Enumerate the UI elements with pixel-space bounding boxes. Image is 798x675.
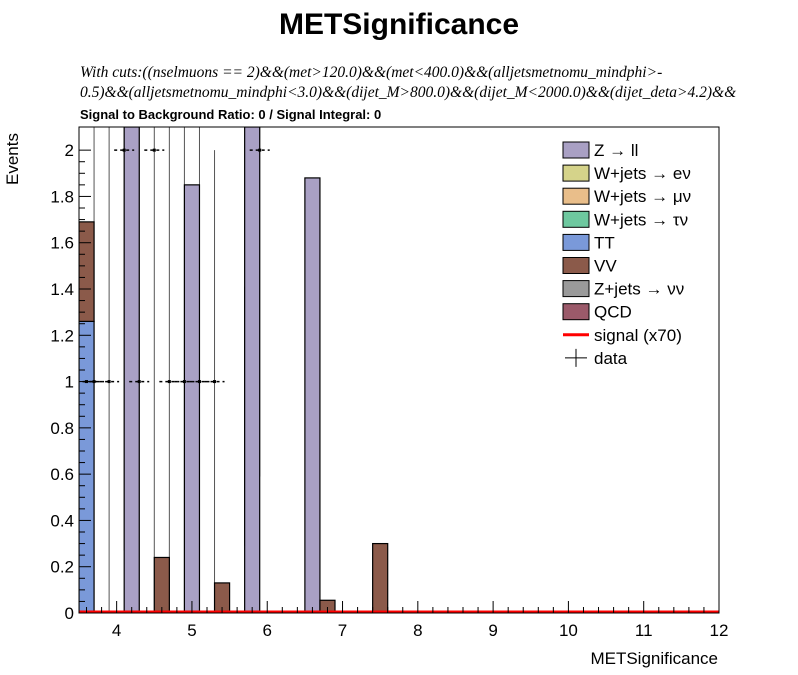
legend-label: W+jets → τν bbox=[594, 210, 688, 229]
legend-swatch bbox=[562, 141, 590, 159]
y-tick-label: 1.6 bbox=[50, 234, 74, 253]
x-axis-label: METSignificance bbox=[590, 649, 718, 668]
data-point-marker bbox=[258, 148, 262, 152]
legend-label: W+jets → μν bbox=[594, 187, 691, 206]
y-tick-label: 1.8 bbox=[50, 187, 74, 206]
y-tick-label: 0.6 bbox=[50, 465, 74, 484]
chart-title: METSignificance bbox=[278, 8, 520, 41]
legend-swatch bbox=[562, 303, 590, 321]
histogram-bar bbox=[183, 184, 201, 613]
legend-swatch bbox=[562, 164, 590, 182]
x-tick-label: 6 bbox=[263, 621, 272, 640]
x-tick-label: 5 bbox=[187, 621, 196, 640]
histogram-bar bbox=[244, 127, 261, 613]
y-tick-label: 1.4 bbox=[50, 280, 74, 299]
signal-background-ratio: Signal to Background Ratio: 0 / Signal I… bbox=[80, 107, 382, 122]
data-point-marker bbox=[122, 148, 126, 152]
legend-swatch bbox=[562, 257, 590, 274]
cuts-text-line-2: 0.5)&&(alljetsmetnomu_mindphi<3.0)&&(dij… bbox=[80, 84, 737, 101]
y-tick-label: 2 bbox=[65, 141, 74, 160]
data-point-marker bbox=[137, 380, 141, 384]
x-tick-label: 11 bbox=[635, 621, 653, 640]
data-point-marker bbox=[213, 380, 217, 384]
legend-label: Z → ll bbox=[594, 141, 638, 160]
legend-swatch bbox=[562, 187, 590, 205]
histogram-bar bbox=[79, 221, 95, 322]
legend-label: VV bbox=[594, 257, 617, 276]
legend-label: W+jets → eν bbox=[594, 164, 691, 183]
x-tick-label: 8 bbox=[413, 621, 422, 640]
y-tick-label: 0.8 bbox=[50, 419, 74, 438]
histogram-bar bbox=[153, 556, 170, 613]
legend-label: Z+jets → νν bbox=[594, 280, 684, 299]
histogram-bar bbox=[123, 127, 140, 613]
legend-label: QCD bbox=[594, 303, 632, 322]
legend-label: data bbox=[594, 349, 628, 368]
histogram-bar bbox=[213, 582, 231, 613]
x-tick-label: 12 bbox=[710, 621, 729, 640]
legend-swatch bbox=[562, 233, 590, 251]
data-point-marker bbox=[92, 380, 96, 384]
y-tick-label: 1.2 bbox=[50, 326, 74, 345]
legend-label: TT bbox=[594, 233, 615, 252]
plot-area bbox=[79, 127, 389, 613]
cuts-text-line-1: With cuts:((nselmuons == 2)&&(met>120.0)… bbox=[80, 64, 663, 81]
legend-swatch bbox=[562, 280, 590, 298]
x-tick-label: 7 bbox=[338, 621, 347, 640]
data-point-marker bbox=[152, 148, 156, 152]
x-tick-label: 4 bbox=[112, 621, 121, 640]
histogram-bar bbox=[304, 177, 321, 613]
data-point-marker bbox=[107, 380, 111, 384]
x-tick-label: 10 bbox=[559, 621, 578, 640]
y-tick-label: 0.4 bbox=[50, 511, 74, 530]
data-point-marker bbox=[182, 380, 186, 384]
y-tick-label: 1 bbox=[65, 373, 74, 392]
x-tick-label: 9 bbox=[488, 621, 497, 640]
legend-label: signal (x70) bbox=[594, 326, 682, 345]
histogram-bar bbox=[372, 542, 389, 613]
y-tick-label: 0.2 bbox=[50, 558, 74, 577]
data-point-marker bbox=[167, 380, 171, 384]
histogram-bar bbox=[79, 320, 95, 613]
data-point-marker bbox=[197, 380, 201, 384]
y-tick-label: 0 bbox=[65, 604, 74, 623]
legend-swatch bbox=[562, 210, 590, 228]
